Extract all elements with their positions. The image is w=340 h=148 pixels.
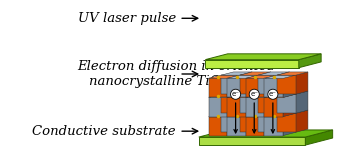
Polygon shape xyxy=(295,91,308,113)
Polygon shape xyxy=(227,78,246,97)
Polygon shape xyxy=(295,110,308,132)
Polygon shape xyxy=(265,75,295,78)
Polygon shape xyxy=(240,110,271,113)
Polygon shape xyxy=(246,75,258,97)
Polygon shape xyxy=(199,137,305,145)
Polygon shape xyxy=(277,72,289,94)
Polygon shape xyxy=(265,116,283,136)
Polygon shape xyxy=(258,91,271,113)
Polygon shape xyxy=(277,113,295,132)
Polygon shape xyxy=(277,110,308,113)
Polygon shape xyxy=(240,91,252,113)
Polygon shape xyxy=(227,94,258,97)
Polygon shape xyxy=(221,113,240,132)
Polygon shape xyxy=(265,75,277,97)
Polygon shape xyxy=(240,72,271,75)
Text: e⁻: e⁻ xyxy=(232,91,240,97)
Polygon shape xyxy=(227,75,258,78)
Polygon shape xyxy=(240,94,258,113)
Polygon shape xyxy=(199,130,333,137)
Polygon shape xyxy=(209,94,240,97)
Polygon shape xyxy=(265,94,295,97)
Polygon shape xyxy=(246,94,277,97)
Text: Electron diffusion in oriented
nanocrystalline TiO₂ films: Electron diffusion in oriented nanocryst… xyxy=(77,60,275,88)
Polygon shape xyxy=(240,72,252,94)
Polygon shape xyxy=(265,94,277,116)
Text: e⁻: e⁻ xyxy=(269,91,277,97)
Polygon shape xyxy=(221,91,252,94)
Polygon shape xyxy=(209,113,240,116)
Polygon shape xyxy=(240,91,271,94)
Polygon shape xyxy=(246,113,277,116)
Polygon shape xyxy=(283,75,295,97)
Polygon shape xyxy=(258,113,277,132)
Polygon shape xyxy=(227,94,240,116)
Polygon shape xyxy=(277,110,289,132)
Polygon shape xyxy=(209,75,240,78)
Polygon shape xyxy=(277,91,289,113)
Polygon shape xyxy=(265,97,283,116)
Polygon shape xyxy=(283,94,295,116)
Polygon shape xyxy=(205,54,321,60)
Polygon shape xyxy=(227,113,258,116)
Polygon shape xyxy=(227,113,240,136)
Polygon shape xyxy=(277,91,308,94)
Text: e⁻: e⁻ xyxy=(250,91,258,97)
Polygon shape xyxy=(205,60,299,68)
Polygon shape xyxy=(246,75,277,78)
Polygon shape xyxy=(246,94,258,116)
Polygon shape xyxy=(240,113,258,132)
Text: Conductive substrate: Conductive substrate xyxy=(32,125,176,138)
Polygon shape xyxy=(246,97,265,116)
Polygon shape xyxy=(240,110,252,132)
Polygon shape xyxy=(258,110,289,113)
Polygon shape xyxy=(246,78,265,97)
Polygon shape xyxy=(305,130,333,145)
Polygon shape xyxy=(283,113,295,136)
Polygon shape xyxy=(277,72,308,75)
Polygon shape xyxy=(295,72,308,94)
Polygon shape xyxy=(265,113,295,116)
Polygon shape xyxy=(258,72,289,75)
Polygon shape xyxy=(258,110,271,132)
Polygon shape xyxy=(240,75,258,94)
Polygon shape xyxy=(258,91,289,94)
Polygon shape xyxy=(221,94,240,113)
Polygon shape xyxy=(277,94,295,113)
Polygon shape xyxy=(209,97,227,116)
Polygon shape xyxy=(258,75,277,94)
Polygon shape xyxy=(227,97,246,116)
Polygon shape xyxy=(209,116,227,136)
Polygon shape xyxy=(227,116,246,136)
Polygon shape xyxy=(227,75,240,97)
Text: UV laser pulse: UV laser pulse xyxy=(78,12,176,25)
Polygon shape xyxy=(221,110,252,113)
Polygon shape xyxy=(265,113,277,136)
Polygon shape xyxy=(209,78,227,97)
Polygon shape xyxy=(246,113,258,136)
Polygon shape xyxy=(246,116,265,136)
Polygon shape xyxy=(258,72,271,94)
Polygon shape xyxy=(265,78,283,97)
Polygon shape xyxy=(221,72,252,75)
Polygon shape xyxy=(277,75,295,94)
Polygon shape xyxy=(258,94,277,113)
Polygon shape xyxy=(299,54,321,68)
Polygon shape xyxy=(221,75,240,94)
